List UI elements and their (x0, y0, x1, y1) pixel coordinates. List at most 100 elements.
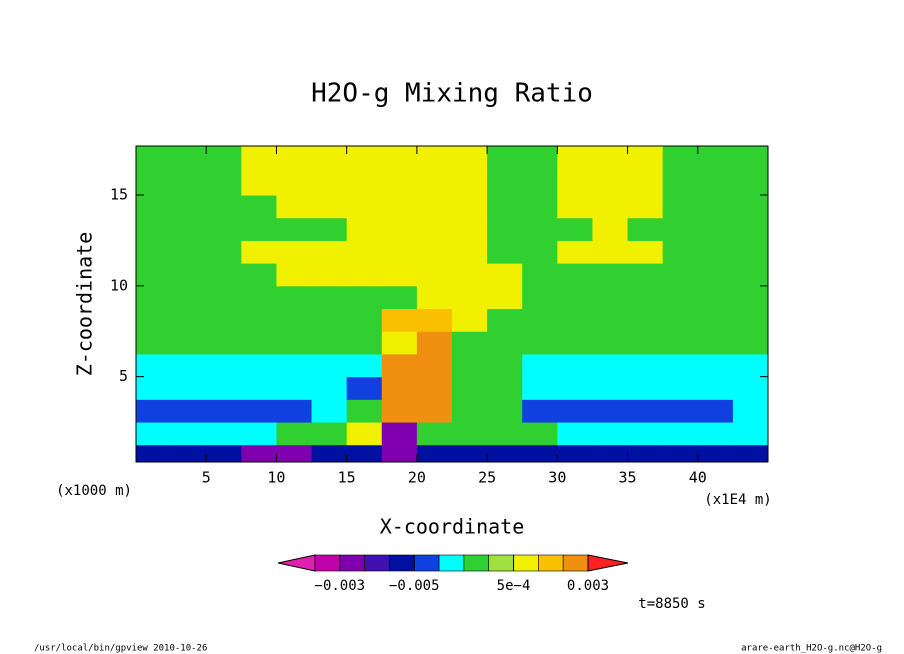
contour-cell (416, 263, 453, 287)
contour-cell (241, 353, 277, 378)
contour-cell (522, 285, 558, 310)
contour-cell (557, 422, 593, 446)
contour-cell (276, 195, 313, 219)
contour-cell (241, 217, 277, 241)
contour-cell (241, 263, 277, 287)
x-tick-label: 20 (408, 469, 426, 487)
contour-cell (311, 353, 348, 378)
contour-cell (487, 331, 523, 355)
colorbar-extend (587, 554, 629, 572)
x-unit-left: (x1000 m) (56, 483, 132, 499)
contour-cell (136, 399, 172, 423)
contour-cell (452, 376, 488, 400)
y-tick-label: 10 (110, 276, 128, 294)
contour-cell (241, 172, 277, 196)
x-tick-label: 15 (338, 469, 356, 487)
contour-cell (732, 353, 768, 378)
contour-cell (416, 308, 453, 332)
contour-cell (171, 217, 207, 241)
contour-cell (381, 331, 418, 355)
contour-cell (732, 399, 768, 423)
contour-cell (627, 172, 664, 196)
contour-cell (206, 331, 242, 355)
contour-cell (662, 146, 699, 173)
contour-cell (206, 444, 242, 462)
contour-cell (592, 353, 629, 378)
x-tick-label: 30 (548, 469, 566, 487)
contour-cell (416, 399, 453, 423)
contour-cell (136, 331, 172, 355)
contour-cell (557, 285, 593, 310)
contour-cell (627, 146, 664, 173)
contour-cell (206, 285, 242, 310)
contour-cell (241, 240, 277, 264)
contour-cell (346, 240, 383, 264)
contour-cell (136, 195, 172, 219)
contour-cell (487, 146, 523, 173)
contour-cell (136, 146, 172, 173)
colorbar-tick-label: 5e−4 (497, 578, 531, 594)
contour-cell (136, 263, 172, 287)
contour-cell (452, 240, 488, 264)
contour-cell (381, 376, 418, 400)
contour-cell (381, 285, 418, 310)
contour-cell (732, 146, 768, 173)
contour-cell (276, 146, 313, 173)
contour-cell (662, 353, 699, 378)
contour-cell (206, 263, 242, 287)
x-tick-label: 25 (478, 469, 496, 487)
time-label: t=8850 s (638, 596, 705, 612)
contour-cell (522, 217, 558, 241)
contour-cell (592, 172, 629, 196)
contour-cell (416, 217, 453, 241)
contour-cell (522, 331, 558, 355)
contour-cell (452, 353, 488, 378)
contour-cell (487, 240, 523, 264)
contour-cell (206, 195, 242, 219)
contour-cell (662, 422, 699, 446)
contour-cell (662, 399, 699, 423)
contour-cell (697, 217, 734, 241)
contour-cell (171, 376, 207, 400)
contour-cell (171, 444, 207, 462)
contour-cell (171, 331, 207, 355)
contour-cell (487, 217, 523, 241)
contour-cell (592, 444, 629, 462)
contour-cell (171, 240, 207, 264)
colorbar-tick-label: −0.005 (389, 578, 440, 594)
colorbar-segment (339, 554, 365, 572)
contour-cell (311, 240, 348, 264)
contour-cell (557, 146, 593, 173)
contour-cell (557, 240, 593, 264)
contour-cell (697, 308, 734, 332)
contour-cell (346, 195, 383, 219)
contour-cell (311, 376, 348, 400)
contour-cell (522, 376, 558, 400)
chart-title: H2O-g Mixing Ratio (311, 79, 593, 109)
contour-cell (732, 172, 768, 196)
contour-cell (662, 217, 699, 241)
contour-cell (522, 422, 558, 446)
contour-cell (592, 240, 629, 264)
contour-cell (241, 285, 277, 310)
colorbar-segment (562, 554, 589, 572)
contour-cell (697, 376, 734, 400)
contour-cell (522, 308, 558, 332)
contour-cell (557, 172, 593, 196)
contour-cell (381, 353, 418, 378)
contour-cell (592, 263, 629, 287)
contour-cell (381, 308, 418, 332)
contour-cell (136, 240, 172, 264)
plot-frame (135, 145, 769, 463)
contour-cell (171, 308, 207, 332)
contour-cell (662, 376, 699, 400)
contour-cell (697, 263, 734, 287)
colorbar-segment (314, 554, 341, 572)
x-tick-label: 5 (202, 469, 211, 487)
contour-cell (241, 146, 277, 173)
x-tick-label: 35 (619, 469, 637, 487)
contour-cell (381, 217, 418, 241)
contour-cell (662, 331, 699, 355)
contour-cell (171, 263, 207, 287)
contour-cell (276, 331, 313, 355)
